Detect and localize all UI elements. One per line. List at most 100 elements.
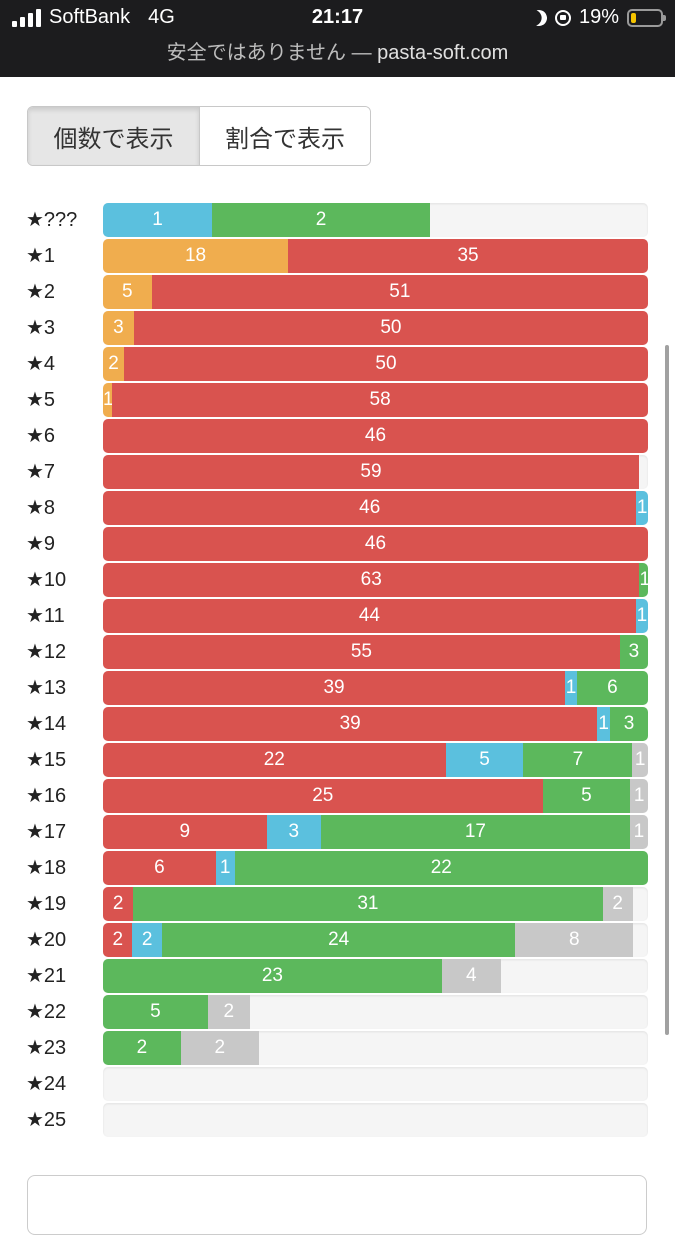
bar-segment-red: 2 — [103, 923, 133, 957]
row-label: ★15 — [26, 749, 67, 771]
show-ratio-button[interactable]: 割合で表示 — [200, 107, 370, 165]
bar-segment-blue: 1 — [597, 707, 610, 741]
security-notice: 安全ではありません — — [166, 42, 372, 64]
difficulty-stacked-bar-chart: ★??? 1 2 ★1 18 35 ★2 5 51 ★3 3 50 ★4 2 50 ★5 1 58 ★6 46 ★7 59… — [26, 203, 648, 1137]
status-right: 19% — [529, 6, 666, 29]
address-bar[interactable]: 安全ではありません — pasta-soft.com — [0, 36, 675, 65]
bar-segment-gray: 1 — [630, 779, 648, 813]
bar-track[interactable]: 3 50 — [103, 311, 648, 345]
bar-track[interactable]: 55 3 — [103, 635, 648, 669]
bar-track[interactable]: 22 5 7 1 — [103, 743, 648, 777]
bar-segment-gray: 2 — [207, 995, 250, 1029]
bar-track[interactable]: 46 1 — [103, 491, 648, 525]
bar-track[interactable]: 59 — [103, 455, 648, 489]
bar-segment-red: 39 — [103, 671, 566, 705]
status-left: SoftBank 4G — [12, 6, 175, 29]
signal-icon — [12, 8, 41, 27]
bar-track[interactable] — [103, 1103, 648, 1137]
url-host: pasta-soft.com — [377, 42, 509, 64]
page-scrollbar[interactable] — [665, 345, 669, 1035]
bar-segment-green: 3 — [619, 635, 648, 669]
bar-segment-gray: 4 — [441, 959, 501, 993]
battery-level — [631, 12, 637, 23]
bar-track[interactable]: 2 50 — [103, 347, 648, 381]
show-count-button[interactable]: 個数で表示 — [28, 107, 200, 165]
bar-track[interactable]: 46 — [103, 419, 648, 453]
bottom-input-box[interactable] — [27, 1175, 647, 1235]
bar-segment-blue: 1 — [636, 491, 648, 525]
bar-segment-red: 46 — [103, 491, 637, 525]
bar-segment-green: 3 — [609, 707, 648, 741]
bar-track[interactable]: 2 2 24 8 — [103, 923, 648, 957]
bar-track[interactable]: 9 3 17 1 — [103, 815, 648, 849]
row-label: ★14 — [26, 713, 67, 735]
bar-segment-red: 50 — [123, 347, 648, 381]
bar-track[interactable]: 5 51 — [103, 275, 648, 309]
bar-segment-blue: 3 — [266, 815, 321, 849]
bar-segment-red: 44 — [103, 599, 636, 633]
bar-segment-orange: 18 — [103, 239, 289, 273]
do-not-disturb-icon — [529, 7, 550, 28]
bar-segment-gray: 2 — [602, 887, 633, 921]
bar-segment-green: 7 — [523, 743, 633, 777]
bar-segment-red: 55 — [103, 635, 620, 669]
bar-track[interactable]: 23 4 — [103, 959, 648, 993]
row-label: ★6 — [26, 425, 56, 447]
battery-percent: 19% — [578, 6, 619, 28]
bar-segment-orange: 1 — [103, 383, 113, 417]
row-label: ★2 — [26, 281, 56, 303]
bar-segment-green: 2 — [103, 1031, 181, 1065]
bar-segment-green: 1 — [639, 563, 648, 597]
row-label: ★23 — [26, 1037, 67, 1059]
bar-segment-red: 22 — [103, 743, 446, 777]
row-label: ★11 — [26, 605, 65, 627]
row-label: ★10 — [26, 569, 67, 591]
bar-segment-red: 63 — [103, 563, 640, 597]
bar-segment-blue: 1 — [635, 599, 648, 633]
bar-track[interactable]: 46 — [103, 527, 648, 561]
bar-track[interactable]: 25 5 1 — [103, 779, 648, 813]
row-label: ★24 — [26, 1073, 67, 1095]
clipped-header-element — [180, 62, 305, 76]
row-label: ★??? — [26, 209, 78, 231]
bar-segment-red: 51 — [151, 275, 648, 309]
bar-track[interactable]: 2 31 2 — [103, 887, 648, 921]
network-type: 4G — [148, 6, 175, 28]
row-label: ★7 — [26, 461, 56, 483]
bar-track[interactable]: 39 1 3 — [103, 707, 648, 741]
bar-segment-orange: 3 — [103, 311, 134, 345]
bar-segment-blue: 1 — [103, 203, 212, 237]
bar-segment-blue: 5 — [445, 743, 524, 777]
bar-track[interactable]: 18 35 — [103, 239, 648, 273]
bar-track[interactable]: 63 1 — [103, 563, 648, 597]
battery-icon — [627, 8, 666, 27]
bar-segment-red: 6 — [103, 851, 216, 885]
bar-track[interactable]: 39 1 6 — [103, 671, 648, 705]
bar-segment-gray: 8 — [515, 923, 634, 957]
bar-segment-red: 35 — [288, 239, 648, 273]
bar-track[interactable]: 44 1 — [103, 599, 648, 633]
bar-track[interactable]: 6 1 22 — [103, 851, 648, 885]
bar-segment-green: 5 — [103, 995, 208, 1029]
row-label: ★8 — [26, 497, 56, 519]
row-label: ★5 — [26, 389, 56, 411]
bar-segment-red: 9 — [103, 815, 267, 849]
bar-segment-red: 25 — [103, 779, 543, 813]
row-label: ★9 — [26, 533, 56, 555]
bar-segment-green: 17 — [321, 815, 630, 849]
row-label: ★3 — [26, 317, 56, 339]
row-label: ★13 — [26, 677, 67, 699]
bar-segment-red: 58 — [112, 383, 648, 417]
bar-segment-red: 50 — [133, 311, 648, 345]
bar-segment-blue: 2 — [132, 923, 162, 957]
status-bar: SoftBank 4G 21:17 19% 安全ではありません — pasta-… — [0, 0, 675, 77]
bar-track[interactable]: 1 58 — [103, 383, 648, 417]
bar-segment-red: 46 — [103, 419, 648, 453]
row-label: ★19 — [26, 893, 67, 915]
bar-segment-red: 39 — [103, 707, 598, 741]
bar-segment-orange: 2 — [103, 347, 124, 381]
bar-track[interactable] — [103, 1067, 648, 1101]
